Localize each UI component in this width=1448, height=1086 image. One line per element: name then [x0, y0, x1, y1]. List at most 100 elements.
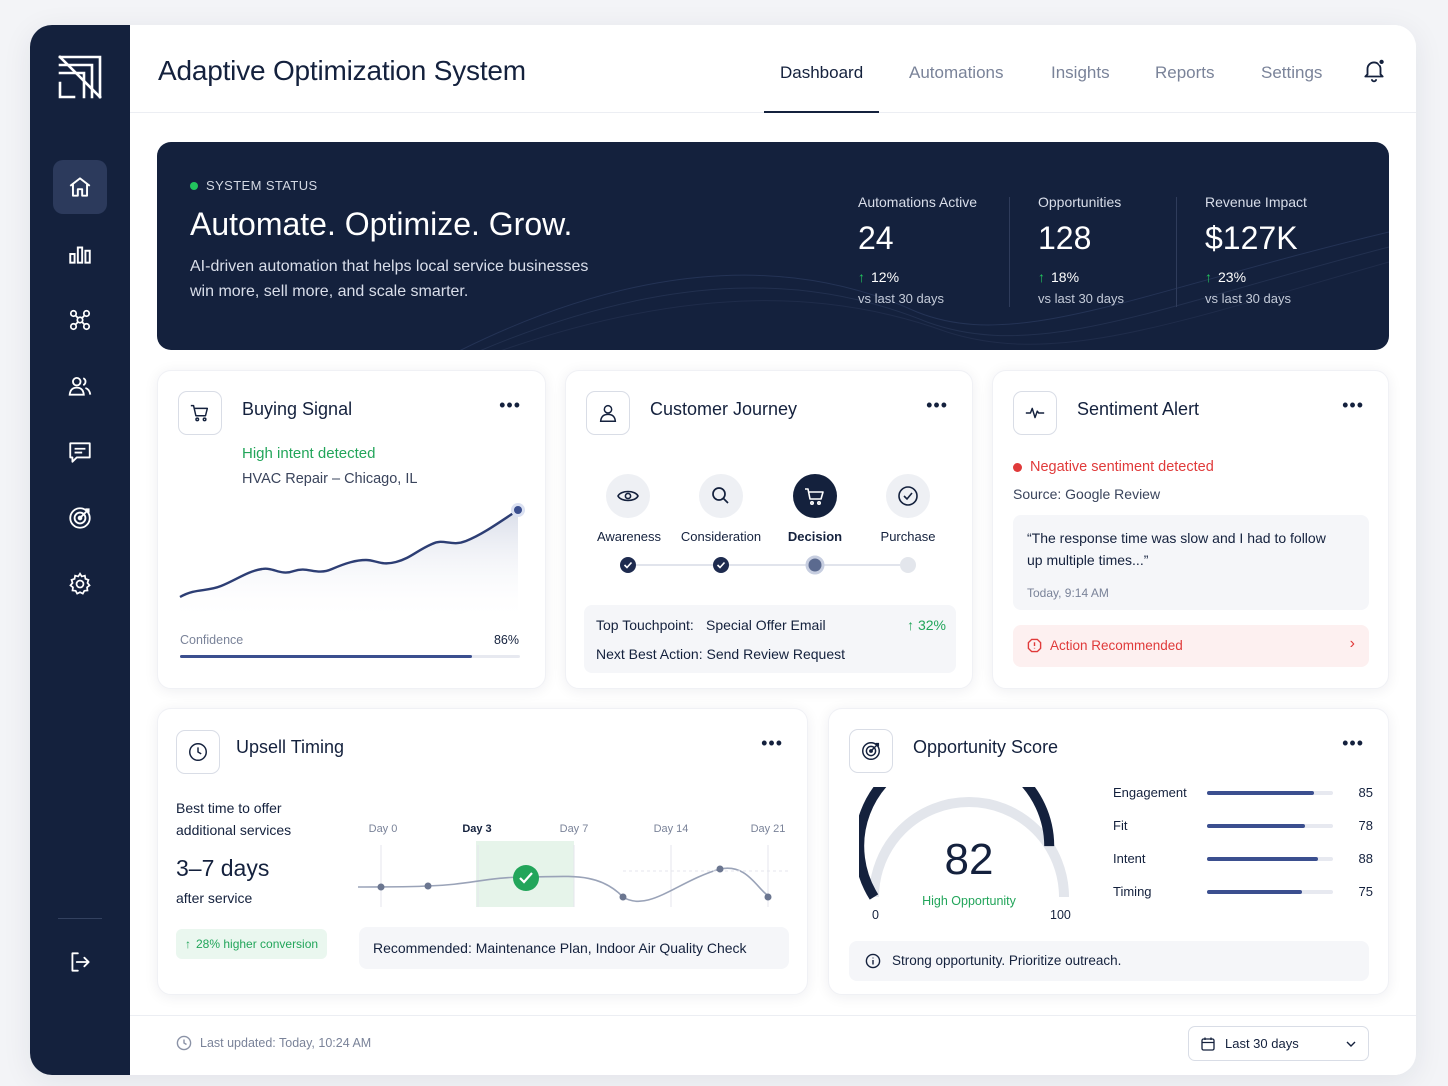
decorative-wave — [459, 231, 1389, 350]
sidebar-item-home[interactable] — [53, 160, 107, 214]
check-circle-icon — [513, 865, 539, 891]
confidence-fill — [180, 655, 473, 658]
user-icon — [599, 404, 617, 422]
kpi-period: vs last 30 days — [858, 291, 944, 306]
metric-label: Engagement — [1113, 785, 1187, 800]
more-options-icon[interactable]: ••• — [1342, 395, 1364, 415]
stage-label-decision: Decision — [787, 529, 843, 544]
tab-insights[interactable]: Insights — [1051, 63, 1110, 82]
tab-settings[interactable]: Settings — [1261, 63, 1323, 82]
card-title: Sentiment Alert — [1077, 399, 1200, 419]
kpi-opportunities: Opportunities 128 ↑ 18% vs last 30 days — [1038, 194, 1198, 306]
metric-row-intent: Intent 88 — [1113, 851, 1373, 869]
kpi-divider — [1009, 197, 1010, 307]
upsell-description: Best time to offer additional services — [176, 800, 292, 838]
review-quote-box: “The response time was slow and I had to… — [1013, 515, 1369, 610]
card-icon-box — [586, 391, 630, 435]
sidebar — [30, 25, 130, 1075]
upsell-window: 3–7 days — [176, 855, 270, 881]
kpi-change-value: 12% — [871, 269, 900, 285]
card-title: Upsell Timing — [236, 737, 345, 757]
buying-signal-trend-chart — [179, 503, 525, 621]
trend-line — [179, 509, 519, 599]
kpi-label: Automations Active — [858, 194, 978, 210]
opportunity-score-value: 82 — [944, 835, 994, 884]
card-title: Buying Signal — [242, 399, 353, 419]
chevron-down-icon — [1346, 1041, 1356, 1047]
more-options-icon[interactable]: ••• — [1342, 733, 1364, 753]
date-range-select[interactable]: Last 30 days — [1188, 1026, 1369, 1061]
sidebar-item-settings[interactable] — [53, 557, 107, 611]
kpi-change: ↑ 18% — [1038, 269, 1198, 285]
cart-icon — [190, 404, 209, 422]
sidebar-item-analytics[interactable] — [53, 227, 107, 281]
opportunity-note-box: Strong opportunity. Prioritize outreach. — [849, 941, 1369, 981]
clock-icon — [176, 1035, 192, 1051]
sentiment-source: Source: Google Review — [1013, 486, 1161, 502]
hero-subline: AI-driven automation that helps local se… — [190, 258, 589, 300]
kpi-change-value: 18% — [1051, 269, 1080, 285]
timeline-point — [764, 893, 772, 901]
stage-label-consideration: Consideration — [680, 529, 762, 544]
more-options-icon[interactable]: ••• — [499, 395, 521, 415]
upsell-recommendation: Recommended: Maintenance Plan, Indoor Ai… — [373, 940, 747, 956]
gauge-max: 100 — [1050, 908, 1071, 922]
metric-track — [1207, 791, 1333, 795]
kpi-label: Opportunities — [1038, 194, 1122, 210]
stage-dot-pending — [900, 557, 916, 573]
sidebar-item-logout[interactable] — [53, 935, 107, 989]
notification-bell-icon[interactable] — [1361, 57, 1387, 83]
sidebar-item-messages[interactable] — [53, 425, 107, 479]
metric-fill — [1207, 824, 1306, 828]
kpi-label: Revenue Impact — [1205, 194, 1307, 210]
system-status-label: SYSTEM STATUS — [190, 178, 318, 193]
card-icon-box — [176, 730, 220, 774]
action-recommended-button[interactable]: Action Recommended › — [1013, 625, 1369, 667]
main-content: Adaptive Optimization System Dashboard A… — [130, 25, 1416, 1075]
metric-value: 88 — [1358, 851, 1373, 866]
upsell-timeline-chart — [358, 841, 790, 907]
active-tab-indicator — [764, 111, 879, 113]
kpi-change-value: 23% — [1218, 269, 1247, 285]
sentiment-alert-status: Negative sentiment detected — [1013, 459, 1214, 475]
stage-dot-current — [805, 555, 825, 575]
confidence-value: 86% — [493, 633, 519, 647]
metric-track — [1207, 824, 1333, 828]
brand-logo[interactable] — [56, 53, 104, 101]
journey-stepper — [606, 474, 930, 575]
more-options-icon[interactable]: ••• — [761, 733, 783, 753]
sidebar-item-goals[interactable] — [53, 491, 107, 545]
timeline-point — [377, 883, 385, 891]
gear-icon — [69, 572, 91, 595]
kpi-period: vs last 30 days — [1038, 291, 1124, 306]
conversion-badge-text: 28% higher conversion — [196, 937, 319, 951]
app-window: Adaptive Optimization System Dashboard A… — [30, 25, 1416, 1075]
kpi-value: 128 — [1038, 220, 1092, 256]
metric-fill — [1207, 857, 1318, 861]
upsell-after-label: after service — [176, 890, 253, 906]
metric-label: Timing — [1113, 884, 1152, 899]
pulse-icon — [1025, 407, 1045, 419]
stage-label-purchase: Purchase — [880, 529, 936, 544]
kpi-value: $127K — [1205, 220, 1298, 256]
sentiment-alert-text: Negative sentiment detected — [1030, 459, 1214, 475]
tab-reports[interactable]: Reports — [1155, 63, 1215, 82]
card-icon-box — [178, 391, 222, 435]
tab-dashboard[interactable]: Dashboard — [780, 63, 864, 82]
home-icon — [69, 177, 91, 197]
tab-automations[interactable]: Automations — [909, 63, 1004, 82]
metric-row-timing: Timing 75 — [1113, 884, 1373, 902]
conversion-badge: ↑ 28% higher conversion — [176, 929, 328, 959]
sidebar-item-network[interactable] — [53, 293, 107, 347]
gauge-track — [869, 797, 1069, 898]
target-icon — [862, 742, 880, 760]
metric-row-fit: Fit 78 — [1113, 818, 1373, 836]
sidebar-divider — [58, 918, 102, 919]
metric-track — [1207, 890, 1333, 894]
metric-value: 78 — [1358, 818, 1373, 833]
sidebar-item-users[interactable] — [53, 359, 107, 413]
kpi-period: vs last 30 days — [1205, 291, 1291, 306]
review-time: Today, 9:14 AM — [1027, 586, 1109, 600]
signal-location: HVAC Repair – Chicago, IL — [242, 471, 418, 487]
more-options-icon[interactable]: ••• — [926, 395, 948, 415]
